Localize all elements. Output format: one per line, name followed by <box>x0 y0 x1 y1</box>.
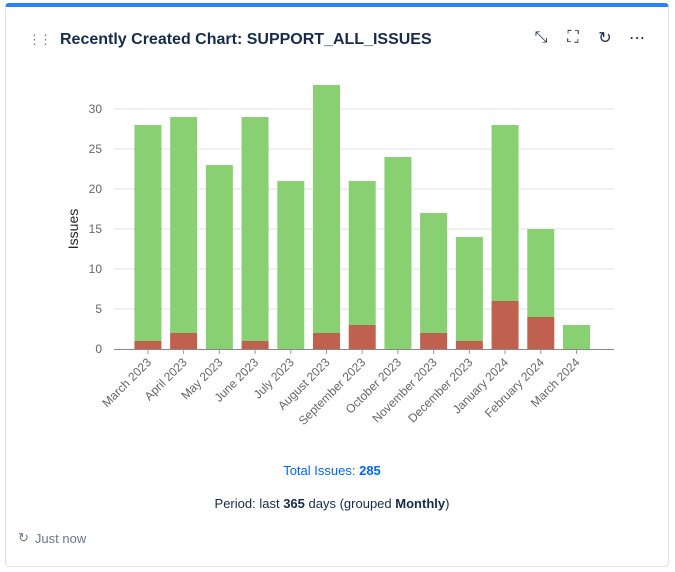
bar-segment <box>455 237 483 341</box>
drag-handle-icon[interactable]: ⋮⋮ <box>28 32 52 47</box>
period-days: 365 <box>283 496 305 511</box>
y-tick-label: 10 <box>89 262 103 276</box>
period-text: Period: last 365 days (grouped Monthly) <box>0 496 664 511</box>
period-suffix: ) <box>445 496 450 511</box>
y-tick-label: 20 <box>89 182 103 196</box>
bar-segment <box>491 301 519 349</box>
y-tick-label: 30 <box>89 102 103 116</box>
y-tick-label: 15 <box>89 222 103 236</box>
period-prefix: Period: last <box>214 496 280 511</box>
y-tick-label: 0 <box>95 342 102 356</box>
gadget-title: Recently Created Chart: SUPPORT_ALL_ISSU… <box>60 31 432 48</box>
period-group: Monthly <box>395 496 446 511</box>
bar-segment <box>170 117 198 333</box>
fullscreen-icon[interactable]: ⛶ <box>567 29 579 46</box>
bar-segment <box>313 85 340 333</box>
bar-segment <box>527 317 555 349</box>
total-value: 285 <box>359 463 381 478</box>
last-refreshed[interactable]: ↻ Just now <box>18 530 86 546</box>
y-axis-label: Issues <box>65 209 81 249</box>
refresh-icon[interactable]: ↻ <box>598 30 612 47</box>
bar-segment <box>563 325 590 349</box>
bar-segment <box>205 165 233 349</box>
bar-segment <box>241 341 269 349</box>
bar-segment <box>241 117 269 341</box>
bar-segment <box>527 229 555 317</box>
bar-segment <box>455 341 483 349</box>
bar-segment <box>313 333 340 349</box>
minimize-icon[interactable]: ⤡ <box>534 29 548 46</box>
period-mid: days (grouped <box>308 496 392 511</box>
bar-segment <box>420 213 448 333</box>
total-issues: Total Issues: 285 <box>0 463 664 478</box>
bar-segment <box>491 125 519 301</box>
bar-segment <box>134 341 162 349</box>
x-tick-label: March 2023 <box>99 355 154 410</box>
bar-segment <box>134 125 162 341</box>
bar-segment <box>277 181 305 349</box>
refreshed-text: Just now <box>34 530 87 546</box>
refresh-small-icon: ↻ <box>18 530 29 545</box>
y-tick-label: 5 <box>95 302 102 316</box>
more-icon[interactable]: ⋯ <box>629 30 645 47</box>
bar-segment <box>348 325 376 349</box>
bar-segment <box>348 181 376 325</box>
y-tick-label: 25 <box>89 142 103 156</box>
bar-segment <box>384 157 412 349</box>
total-label: Total Issues: <box>283 463 356 478</box>
bar-segment <box>420 333 448 349</box>
bar-segment <box>170 333 198 349</box>
